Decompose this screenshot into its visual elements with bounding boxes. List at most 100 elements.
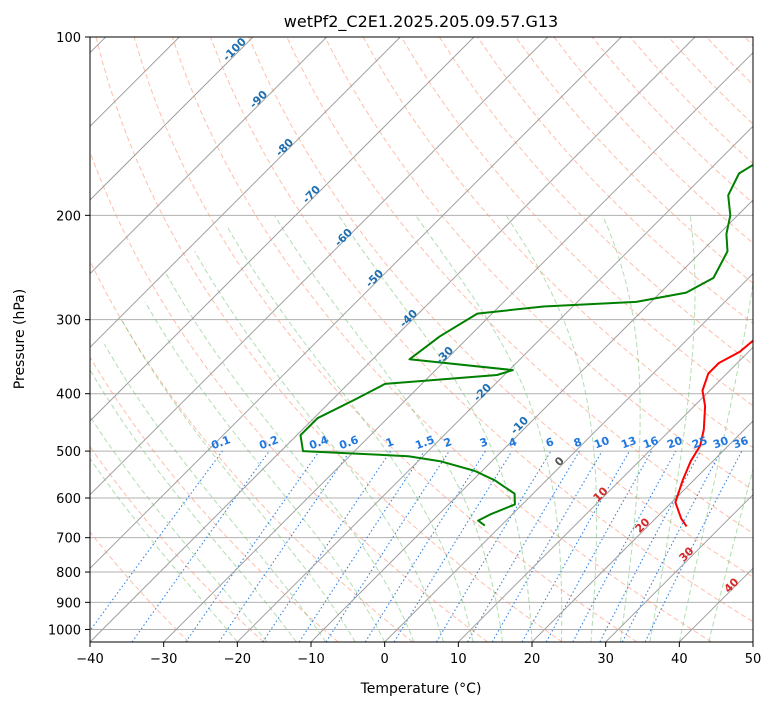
- x-tick-label: 0: [381, 652, 389, 667]
- moist-adiabat-line: [678, 280, 753, 642]
- mixing-ratio-label: 25: [690, 434, 709, 451]
- dewpoint-profile: [299, 163, 753, 527]
- mixing-ratio-label: 30: [711, 434, 730, 452]
- y-tick-label: 900: [56, 596, 81, 611]
- y-tick-label: 500: [56, 445, 81, 460]
- x-tick-label: 10: [450, 652, 467, 667]
- mixing-ratio-label: 4: [507, 435, 519, 450]
- mixing-ratio-label: 0.1: [209, 433, 232, 452]
- mixing-ratio-line: [90, 450, 223, 632]
- x-tick-label: 40: [671, 652, 688, 667]
- isotherm-label: -100: [220, 35, 249, 64]
- y-axis-label: Pressure (hPa): [12, 289, 28, 389]
- dry-adiabat-line: [90, 445, 264, 642]
- dry-adiabat-line: [171, 37, 712, 642]
- mixing-ratio-line: [621, 450, 722, 642]
- dry-adiabat-line: [438, 37, 753, 366]
- dry-adiabat-line: [90, 531, 190, 642]
- x-tick-label: 30: [597, 652, 614, 667]
- dry-adiabat-line: [90, 150, 488, 642]
- x-tick-label: −30: [150, 652, 177, 667]
- moist-adiabat-line: [602, 215, 641, 642]
- isotherm-line: [310, 199, 753, 642]
- moist-adiabat-line: [274, 215, 503, 642]
- y-tick-label: 200: [56, 209, 81, 224]
- y-axis: 100 200 300 400 500 600 700 800 900 1000: [48, 31, 90, 638]
- isotherm-label: -90: [247, 88, 270, 111]
- mixing-ratio-label: 2: [442, 435, 454, 450]
- isotherm-line: [163, 51, 753, 642]
- y-tick-label: 300: [56, 314, 81, 329]
- isotherm-line: [90, 37, 475, 422]
- moist-adiabat-line: [649, 215, 696, 642]
- y-tick-label: 100: [56, 31, 81, 46]
- dry-adiabat-line: [744, 37, 753, 47]
- mixing-ratio-label: 0.4: [307, 433, 330, 452]
- dry-adiabat-line: [95, 37, 563, 642]
- dry-adiabat-line: [90, 259, 414, 642]
- isotherm-label: 30: [677, 544, 697, 564]
- x-tick-label: 50: [745, 652, 762, 667]
- moist-adiabat-line: [103, 343, 327, 642]
- y-tick-label: 800: [56, 566, 81, 581]
- mixing-ratio-line: [262, 450, 392, 642]
- grid-layer: [90, 37, 753, 642]
- x-tick-label: −20: [224, 652, 251, 667]
- x-axis: −40 −30 −20 −10 0 10 20 30 40 50: [76, 642, 761, 667]
- isotherm-line: [752, 641, 753, 642]
- mixing-ratio-label: 0.6: [337, 433, 360, 452]
- mixing-ratio-label: 36: [731, 434, 750, 452]
- isotherm-line: [457, 346, 753, 642]
- isotherm-line: [90, 37, 696, 642]
- mixing-ratio-label: 13: [619, 434, 638, 451]
- moist-adiabat-line: [338, 215, 533, 642]
- moist-adiabat-line: [708, 467, 753, 642]
- dry-adiabat-line: [400, 37, 753, 407]
- isotherm-label: -70: [300, 183, 323, 206]
- isotherm-label: -80: [273, 136, 296, 159]
- mixing-ratio-label: 20: [665, 434, 684, 452]
- isotherm-line: [90, 37, 549, 496]
- dry-adiabat-line: [553, 37, 753, 244]
- x-tick-label: −40: [76, 652, 103, 667]
- moist-adiabat-line: [90, 368, 297, 642]
- isotherm-line: [90, 37, 328, 275]
- mixing-ratio-label: 1: [384, 435, 396, 450]
- y-tick-label: 700: [56, 532, 81, 547]
- mixing-ratio-line: [644, 450, 743, 642]
- isotherm-line: [90, 37, 622, 570]
- mixing-ratio-line: [572, 450, 677, 642]
- mixing-ratio-label: 16: [641, 434, 660, 452]
- x-tick-label: −10: [297, 652, 324, 667]
- y-tick-label: 600: [56, 492, 81, 507]
- isotherm-label: -50: [363, 267, 386, 290]
- mixing-ratio-line: [467, 450, 580, 642]
- dry-adiabat-line: [210, 37, 753, 623]
- isotherm-line: [236, 125, 753, 642]
- mixing-ratio-label: 8: [572, 435, 584, 450]
- isotherm-label: -10: [508, 414, 531, 437]
- moist-adiabat-line: [227, 227, 474, 642]
- y-tick-label: 1000: [48, 623, 81, 638]
- mixing-ratio-line: [185, 450, 320, 642]
- isotherm-label: -20: [471, 381, 494, 404]
- iso-label-layer: -100-90-80-70-60-50-40-30-20-10010203040…: [209, 35, 750, 596]
- chart-title: wetPf2_C2E1.2025.205.09.57.G13: [284, 12, 558, 32]
- temperature-profile: [674, 339, 753, 527]
- isotherm-line: [605, 493, 753, 642]
- dry-adiabat-line: [133, 37, 638, 642]
- isotherm-label: -60: [332, 226, 355, 249]
- mixing-ratio-line: [545, 450, 653, 642]
- x-axis-label: Temperature (°C): [360, 681, 482, 697]
- isotherm-line: [90, 37, 254, 201]
- mixing-ratio-label: 0.2: [257, 433, 280, 452]
- dry-adiabat-line: [362, 37, 753, 449]
- moist-adiabat-line: [90, 415, 268, 642]
- isotherm-line: [531, 420, 753, 642]
- isotherm-line: [384, 272, 753, 642]
- mixing-ratio-label: 3: [478, 435, 490, 450]
- dry-adiabat-line: [706, 37, 753, 86]
- moist-adiabat-line: [505, 215, 598, 642]
- isotherm-label: -40: [397, 307, 420, 330]
